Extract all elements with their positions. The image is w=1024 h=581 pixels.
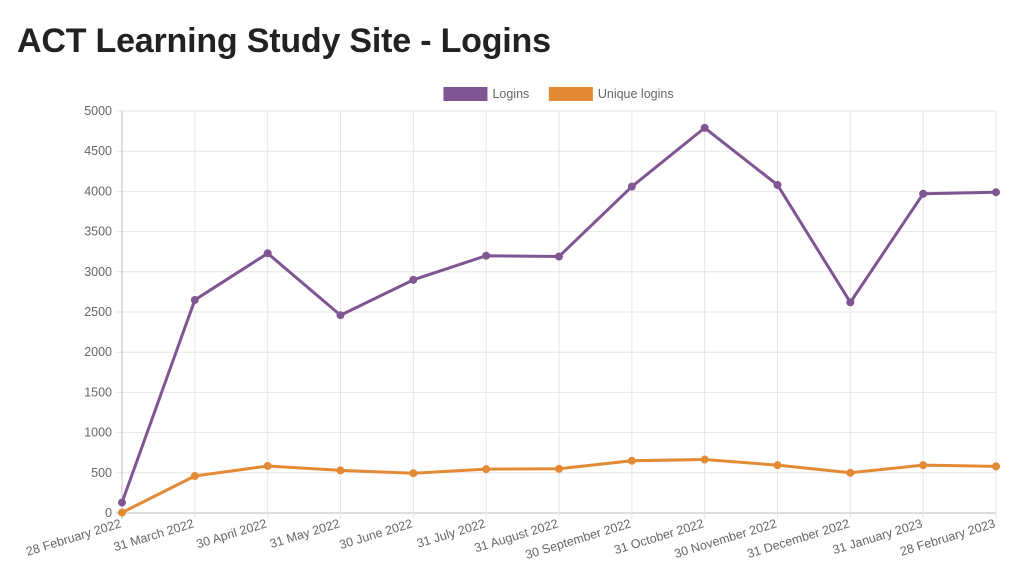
data-point-logins xyxy=(773,180,782,189)
data-point-logins xyxy=(190,295,199,304)
data-point-logins xyxy=(919,189,928,198)
y-tick-label: 5000 xyxy=(84,104,112,118)
data-point-logins xyxy=(627,182,636,191)
x-tick-label: 28 February 2022 xyxy=(24,516,123,558)
data-point-unique-logins xyxy=(555,464,563,473)
data-point-logins xyxy=(992,188,1000,197)
chart-grid xyxy=(116,110,997,519)
data-point-logins xyxy=(409,275,418,284)
data-point-logins xyxy=(700,123,709,132)
data-point-unique-logins xyxy=(263,461,272,470)
legend-swatch xyxy=(548,87,593,101)
legend-swatch xyxy=(443,87,488,101)
data-point-unique-logins xyxy=(482,465,491,474)
data-point-unique-logins xyxy=(700,455,709,464)
page-title: ACT Learning Study Site - Logins xyxy=(17,22,551,60)
y-tick-label: 3000 xyxy=(84,265,112,279)
y-tick-label: 2500 xyxy=(84,305,112,319)
y-tick-label: 2000 xyxy=(84,345,112,359)
x-tick-label: 30 April 2022 xyxy=(195,516,269,551)
data-point-logins xyxy=(555,252,563,261)
data-point-logins xyxy=(336,311,345,320)
y-tick-label: 500 xyxy=(91,466,112,480)
chart-series xyxy=(118,123,1000,517)
x-tick-label: 30 June 2022 xyxy=(338,516,415,552)
data-point-unique-logins xyxy=(118,508,126,517)
data-point-unique-logins xyxy=(627,456,636,465)
data-point-unique-logins xyxy=(919,461,928,470)
data-point-unique-logins xyxy=(409,469,418,478)
data-point-logins xyxy=(482,251,491,260)
legend-item-logins[interactable]: Logins xyxy=(443,87,529,101)
data-point-logins xyxy=(118,498,126,507)
data-point-logins xyxy=(846,298,855,307)
data-point-unique-logins xyxy=(190,472,199,481)
y-tick-label: 3500 xyxy=(84,225,112,239)
data-point-unique-logins xyxy=(846,468,855,477)
x-tick-label: 31 May 2022 xyxy=(268,516,341,551)
chart-legend[interactable]: Logins Unique logins xyxy=(443,87,674,101)
y-tick-label: 4000 xyxy=(84,184,112,198)
legend-label: Unique logins xyxy=(598,87,674,101)
y-tick-label: 1000 xyxy=(84,426,112,440)
chart-axes: 0 500 1000 1500 2000 2500 3000 3500 4000 4500 5000… xyxy=(24,104,997,562)
data-point-unique-logins xyxy=(773,461,782,470)
legend-label: Logins xyxy=(492,87,529,101)
y-tick-label: 4500 xyxy=(84,144,112,158)
y-tick-label: 1500 xyxy=(84,385,112,399)
data-point-unique-logins xyxy=(336,466,345,475)
data-point-unique-logins xyxy=(992,462,1000,471)
y-tick-label: 0 xyxy=(105,506,112,520)
x-tick-label: 31 March 2022 xyxy=(112,516,196,554)
data-point-logins xyxy=(263,249,272,258)
legend-item-unique-logins[interactable]: Unique logins xyxy=(548,87,674,101)
